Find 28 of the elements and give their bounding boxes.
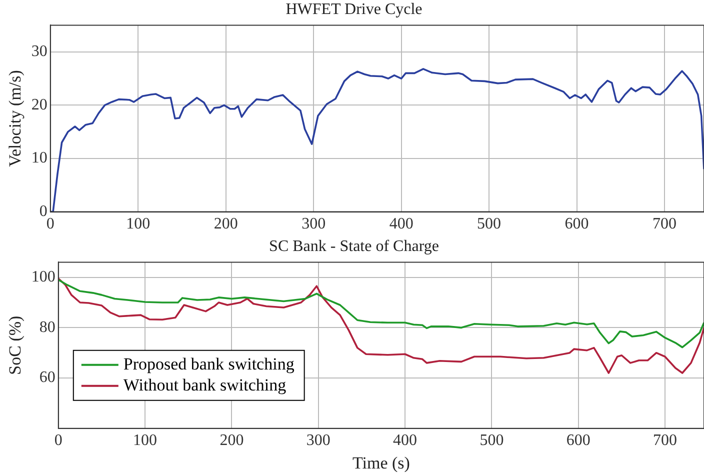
y-tick-label: 100 [31,268,56,286]
x-axis-title: Time (s) [352,453,410,472]
x-tick-label: 600 [566,432,590,450]
x-tick-label: 700 [652,216,677,233]
x-tick-label: 400 [389,216,414,233]
y-tick-label: 60 [39,369,56,386]
x-tick-label: 100 [133,432,158,450]
legend-label: Without bank switching [123,375,287,394]
chart-title: SC Bank - State of Charge [269,238,439,255]
x-tick-label: 500 [477,216,502,233]
x-tick-label: 200 [214,216,238,233]
x-tick-label: 400 [393,432,418,450]
chart-title: HWFET Drive Cycle [286,0,422,18]
y-tick-label: 30 [31,43,48,60]
x-tick-label: 700 [653,432,678,450]
legend-label: Proposed bank switching [123,354,295,374]
y-tick-label: 80 [39,318,56,336]
y-axis-title: Velocity (m/s) [6,70,25,167]
y-axis-title: SoC (%) [6,316,25,375]
y-tick-label: 10 [31,150,48,167]
x-tick-label: 300 [302,216,326,233]
x-tick-label: 200 [220,432,244,450]
x-tick-label: 600 [564,216,589,233]
x-tick-label: 100 [126,216,150,233]
y-tick-label: 0 [39,203,48,220]
x-tick-label: 300 [306,432,330,450]
x-tick-label: 500 [480,432,504,450]
y-tick-label: 20 [31,96,48,114]
